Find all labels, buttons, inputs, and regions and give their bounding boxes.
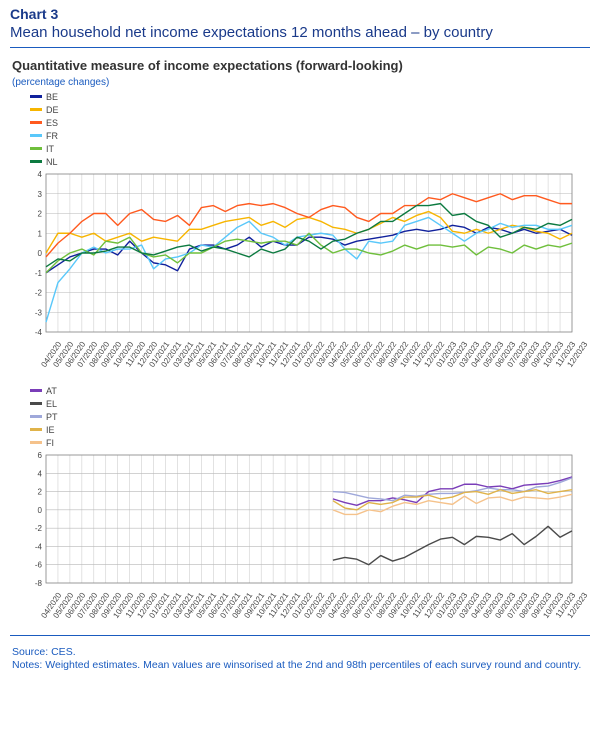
y-axis-label: (percentage changes): [10, 77, 590, 90]
svg-text:-4: -4: [35, 328, 43, 337]
legend-top: BE DE ES FR IT NL: [10, 90, 590, 168]
chart-top: -4 -3 -2 -1 0 1 2 3 4: [18, 168, 578, 338]
chart-bottom: -8 -6 -4 -2 0 2 4 6: [18, 449, 578, 589]
legend-item-it: IT: [30, 142, 590, 155]
xaxis-bottom: 04/202005/202006/202007/202008/202009/20…: [18, 589, 578, 633]
legend-swatch: [30, 415, 42, 418]
svg-text:2: 2: [38, 488, 43, 497]
divider-bottom: [10, 635, 590, 636]
legend-label: EL: [46, 399, 57, 409]
legend-item-es: ES: [30, 116, 590, 129]
legend-item-be: BE: [30, 90, 590, 103]
legend-label: NL: [46, 157, 58, 167]
svg-text:0: 0: [38, 249, 43, 258]
svg-text:1: 1: [38, 229, 43, 238]
svg-text:0: 0: [38, 506, 43, 515]
legend-item-ie: IE: [30, 423, 590, 436]
legend-item-fr: FR: [30, 129, 590, 142]
xaxis-top: 04/202005/202006/202007/202008/202009/20…: [18, 338, 578, 382]
svg-text:6: 6: [38, 451, 43, 460]
svg-text:-8: -8: [35, 579, 43, 588]
legend-swatch: [30, 160, 42, 163]
chart-number: Chart 3: [10, 6, 590, 22]
legend-label: PT: [46, 412, 58, 422]
svg-text:-3: -3: [35, 308, 43, 317]
svg-text:-2: -2: [35, 524, 43, 533]
legend-label: IT: [46, 144, 54, 154]
svg-text:-1: -1: [35, 269, 43, 278]
legend-swatch: [30, 147, 42, 150]
legend-item-fi: FI: [30, 436, 590, 449]
subtitle: Quantitative measure of income expectati…: [10, 54, 590, 77]
footer: Source: CES. Notes: Weighted estimates. …: [10, 642, 590, 673]
divider-top: [10, 47, 590, 48]
legend-swatch: [30, 428, 42, 431]
svg-text:-2: -2: [35, 289, 43, 298]
legend-swatch: [30, 108, 42, 111]
legend-item-at: AT: [30, 384, 590, 397]
svg-text:-4: -4: [35, 542, 43, 551]
legend-label: IE: [46, 425, 55, 435]
legend-label: FR: [46, 131, 58, 141]
legend-label: BE: [46, 92, 58, 102]
svg-text:-6: -6: [35, 561, 43, 570]
legend-item-el: EL: [30, 397, 590, 410]
legend-swatch: [30, 95, 42, 98]
legend-item-pt: PT: [30, 410, 590, 423]
svg-text:4: 4: [38, 469, 43, 478]
legend-label: DE: [46, 105, 59, 115]
legend-swatch: [30, 134, 42, 137]
svg-text:4: 4: [38, 170, 43, 179]
source-text: Source: CES.: [12, 646, 586, 658]
legend-label: AT: [46, 386, 57, 396]
legend-label: ES: [46, 118, 58, 128]
legend-swatch: [30, 441, 42, 444]
legend-swatch: [30, 402, 42, 405]
svg-text:3: 3: [38, 190, 43, 199]
legend-bottom: AT EL PT IE FI: [10, 382, 590, 449]
legend-item-de: DE: [30, 103, 590, 116]
legend-item-nl: NL: [30, 155, 590, 168]
svg-text:2: 2: [38, 210, 43, 219]
legend-label: FI: [46, 438, 54, 448]
chart-title: Mean household net income expectations 1…: [10, 22, 590, 47]
legend-swatch: [30, 121, 42, 124]
notes-text: Notes: Weighted estimates. Mean values a…: [12, 658, 586, 673]
legend-swatch: [30, 389, 42, 392]
